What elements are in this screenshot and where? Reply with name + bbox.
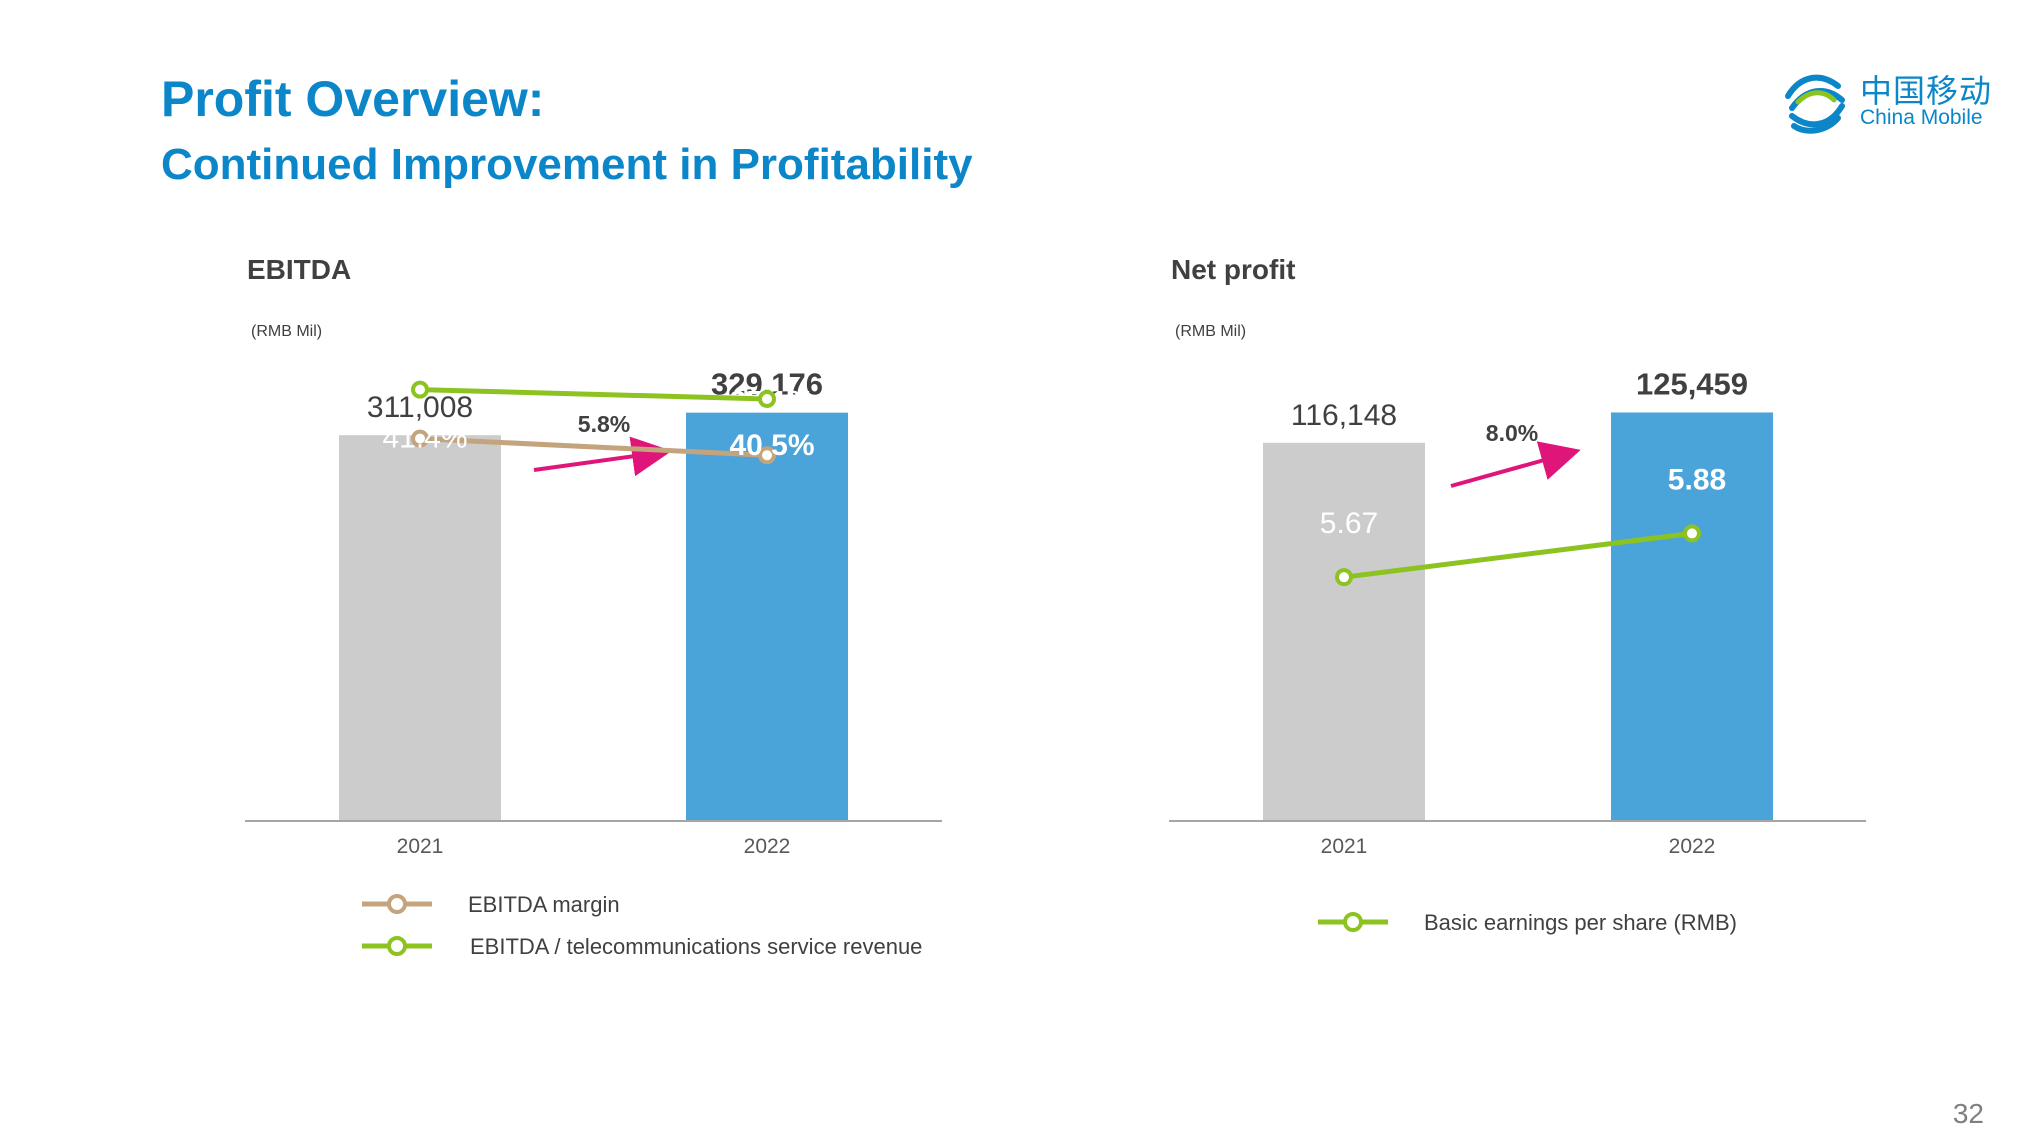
- ebitda-legend-label-1: EBITDA margin: [468, 892, 620, 917]
- net-profit-category-label-2022: 2022: [1669, 835, 1716, 858]
- ebitda-line-2-label-2022: 40.5%: [729, 429, 814, 462]
- net-profit-legend-marker-1: [1343, 912, 1363, 932]
- net-profit-chart-title: Net profit: [1171, 254, 1296, 285]
- ebitda-line-1-point-2021: [411, 429, 429, 448]
- ebitda-bar-2022: [686, 412, 848, 821]
- ebitda-growth-arrow: [533, 436, 672, 477]
- net-profit-line-1-point-2021: [1335, 568, 1353, 587]
- ebitda-legend-marker-1: [387, 894, 407, 914]
- china-mobile-logo-icon: [1785, 74, 1845, 134]
- page-title: Profit Overview:: [161, 71, 545, 127]
- page-subtitle: Continued Improvement in Profitability: [161, 140, 973, 189]
- logo-english-name: China Mobile: [1860, 106, 1983, 129]
- net-profit-growth-label: 8.0%: [1486, 420, 1538, 446]
- ebitda-line-1-point-2022: [758, 446, 776, 465]
- ebitda-line-2-point-2022: [758, 389, 776, 408]
- net-profit-line-1-point-2022: [1683, 524, 1701, 543]
- net-profit-line-1-label-2021: 5.67: [1320, 507, 1378, 540]
- net-profit-bar-2022: [1611, 412, 1773, 821]
- ebitda-chart-unit: (RMB Mil): [251, 323, 323, 340]
- net-profit-line-1-label-2022: 5.88: [1668, 463, 1726, 496]
- net-profit-bar-2021: [1263, 442, 1425, 821]
- net-profit-line-1: [1343, 530, 1693, 580]
- china-mobile-logo: 中国移动 China Mobile: [1780, 66, 2000, 138]
- ebitda-line-2-point-2021: [411, 380, 429, 399]
- net-profit-legend-label-1: Basic earnings per share (RMB): [1424, 910, 1737, 935]
- ebitda-category-label-2022: 2022: [744, 835, 791, 858]
- ebitda-line-2: [419, 387, 768, 402]
- ebitda-growth-label: 5.8%: [578, 411, 630, 437]
- net-profit-growth-arrow: [1450, 441, 1581, 488]
- net-profit-value-label-2022: 125,459: [1636, 366, 1748, 401]
- net-profit-chart-unit: (RMB Mil): [1175, 323, 1247, 340]
- ebitda-category-label-2021: 2021: [397, 835, 444, 858]
- ebitda-chart-title: EBITDA: [247, 254, 352, 285]
- ebitda-line-1: [419, 436, 768, 458]
- ebitda-legend-marker-2: [387, 936, 407, 956]
- net-profit-category-label-2021: 2021: [1321, 835, 1368, 858]
- logo-chinese-name: 中国移动: [1860, 72, 1993, 110]
- net-profit-value-label-2021: 116,148: [1291, 399, 1397, 432]
- page-number: 32: [1952, 1098, 1984, 1129]
- ebitda-legend-label-2: EBITDA / telecommunications service reve…: [470, 934, 922, 959]
- ebitda-line-2-label-2021: 41.4%: [382, 422, 467, 455]
- ebitda-bar-2021: [339, 435, 501, 821]
